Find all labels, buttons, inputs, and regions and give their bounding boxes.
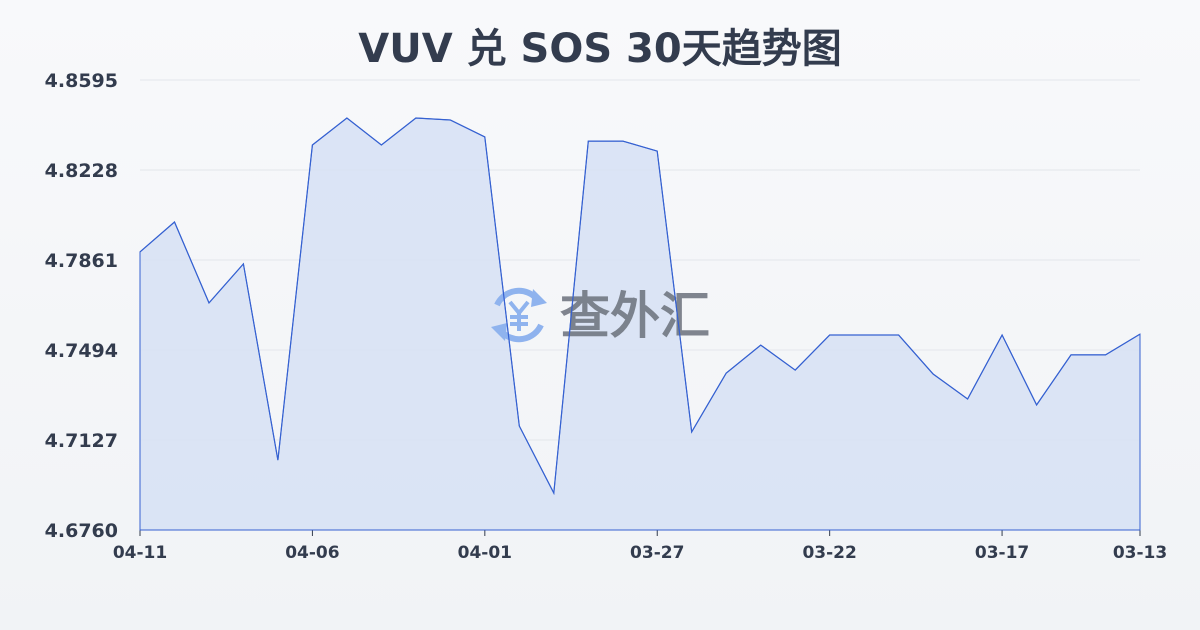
y-tick-label: 4.8228 [45, 160, 118, 182]
y-tick-label: 4.7494 [45, 340, 118, 362]
y-tick-label: 4.7127 [45, 430, 118, 452]
x-tick-label: 04-01 [458, 543, 512, 563]
x-tick-label: 03-22 [802, 543, 856, 563]
x-tick-label: 03-17 [975, 543, 1029, 563]
series-line [139, 117, 1141, 496]
watermark: 查外汇 [491, 287, 710, 345]
y-tick-label: 4.6760 [45, 520, 118, 542]
y-tick-label: 4.8595 [45, 70, 118, 92]
x-tick-label: 04-06 [285, 543, 339, 563]
x-tick-label: 03-27 [630, 543, 684, 563]
y-tick-label: 4.7861 [45, 250, 118, 272]
watermark-text: 查外汇 [560, 287, 710, 345]
x-tick-label: 03-13 [1113, 543, 1167, 563]
x-tick-label: 04-11 [113, 543, 167, 563]
chart-title: VUV 兑 SOS 30天趋势图 [358, 26, 841, 72]
yen-exchange-icon [491, 287, 547, 343]
